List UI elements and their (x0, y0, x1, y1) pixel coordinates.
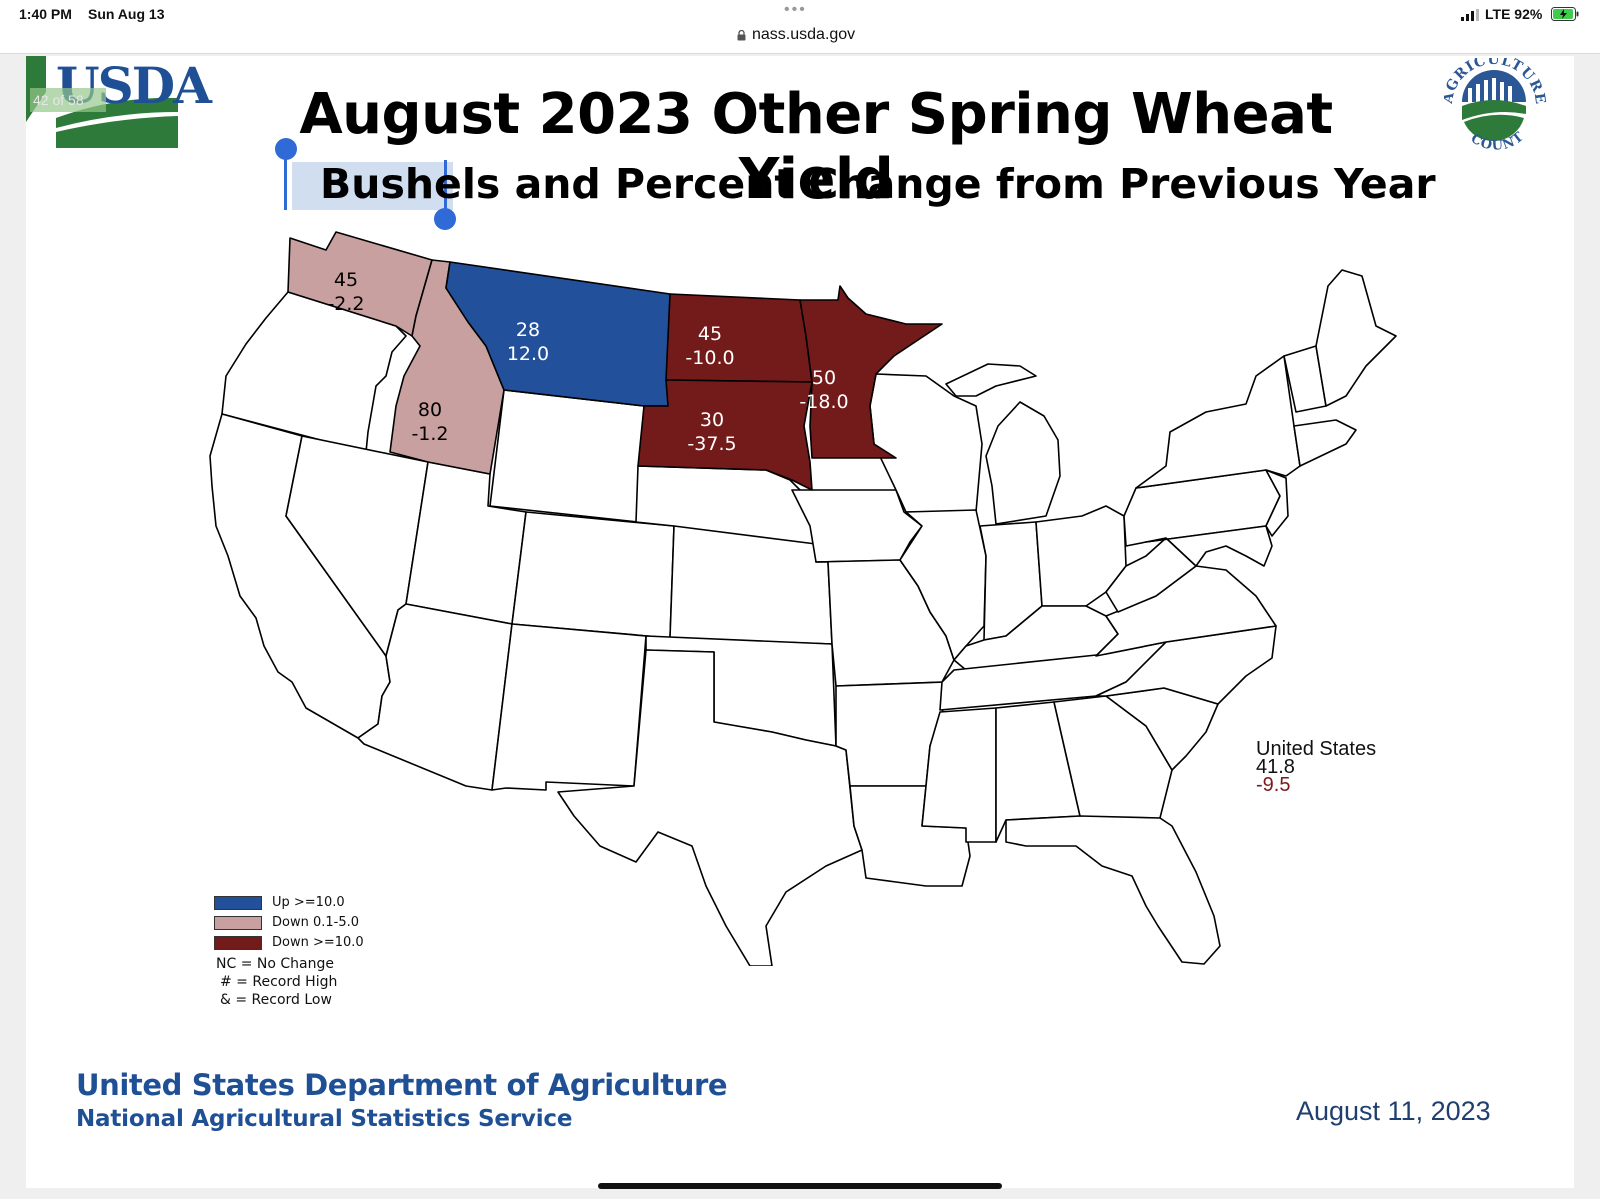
slide: USDA 42 of 58 AGRICULTURE COUNTS August … (26, 56, 1574, 1188)
map-legend: Up >=10.0 Down 0.1-5.0 Down >=10.0 NC = … (214, 894, 414, 1074)
address-bar-url[interactable]: nass.usda.gov (752, 26, 856, 43)
legend-swatch-down-large (214, 936, 262, 950)
state-kansas (669, 525, 833, 645)
state-change-idaho: -1.2 (411, 423, 449, 445)
subtitle-rest: and Percent Change from Previous Year (500, 160, 1436, 208)
state-florida (1005, 815, 1221, 965)
state-new-york (1135, 355, 1301, 489)
state-label-south-dakota: 30 -37.5 (682, 408, 742, 456)
page-indicator: 42 of 58 (30, 88, 106, 112)
state-michigan (945, 363, 1061, 525)
selection-end-caret (444, 160, 447, 212)
legend-note-no-change: NC = No Change (216, 956, 334, 972)
state-change-washington: -2.2 (327, 293, 365, 315)
state-south-dakota (637, 379, 813, 491)
state-yield-washington: 45 (333, 269, 359, 291)
state-yield-south-dakota: 30 (699, 409, 725, 431)
battery-charging-icon (1551, 7, 1579, 21)
status-bar: 1:40 PM Sun Aug 13 ••• nass.usda.gov LTE… (0, 0, 1600, 54)
status-date: Sun Aug 13 (88, 6, 165, 22)
state-maine (1315, 269, 1397, 407)
text-selection-highlight[interactable] (292, 162, 453, 210)
subtitle-selected-word[interactable]: Bushels (320, 160, 501, 208)
footer-organization: United States Department of Agriculture … (76, 1068, 728, 1132)
browser-menu-dots[interactable]: ••• (784, 1, 807, 18)
state-label-minnesota: 50 -18.0 (794, 366, 854, 414)
state-new-jersey (1265, 469, 1289, 537)
state-texas (557, 649, 863, 966)
signal-icon (1461, 9, 1479, 21)
state-oregon (221, 291, 407, 453)
agriculture-counts-logo: AGRICULTURE COUNTS (1444, 58, 1547, 154)
state-minnesota (799, 285, 943, 459)
state-maryland (1145, 525, 1273, 567)
legend-note-record-low: & = Record Low (220, 992, 332, 1008)
state-yield-north-dakota: 45 (697, 323, 723, 345)
slide-subtitle: Bushels and Percent Change from Previous… (286, 160, 1436, 208)
state-new-mexico (491, 623, 647, 791)
state-yield-montana: 28 (515, 319, 541, 341)
state-change-minnesota: -18.0 (799, 391, 849, 413)
legend-swatch-up (214, 896, 262, 910)
footer-date: August 11, 2023 (1296, 1096, 1491, 1126)
legend-label-down-large: Down >=10.0 (272, 935, 364, 950)
us-total-label: United States (1256, 738, 1377, 760)
footer-org-line2: National Agricultural Statistics Service (76, 1106, 573, 1132)
state-change-montana: 12.0 (506, 343, 550, 365)
state-yield-minnesota: 50 (811, 367, 837, 389)
state-label-washington: 45 -2.2 (322, 268, 370, 316)
state-label-montana: 28 12.0 (502, 318, 554, 366)
state-wyoming (489, 389, 645, 523)
state-yield-idaho: 80 (417, 399, 443, 421)
state-change-south-dakota: -37.5 (687, 433, 737, 455)
us-map (209, 231, 1397, 966)
us-total-change: -9.5 (1256, 774, 1291, 796)
legend-note-record-high: # = Record High (220, 974, 338, 990)
footer-org-line1: United States Department of Agriculture (76, 1068, 728, 1102)
state-colorado (511, 511, 675, 639)
us-total: United States 41.8 -9.5 (1256, 738, 1377, 796)
state-label-north-dakota: 45 -10.0 (682, 322, 738, 370)
status-time: 1:40 PM (19, 6, 72, 22)
selection-start-caret (284, 152, 287, 210)
network-status: LTE 92% (1485, 6, 1543, 22)
legend-label-down-small: Down 0.1-5.0 (272, 915, 360, 930)
selection-start-handle[interactable] (275, 138, 297, 160)
state-massachusetts-ct (1293, 419, 1357, 467)
state-label-idaho: 80 -1.2 (406, 398, 454, 446)
home-indicator[interactable] (598, 1183, 1002, 1189)
state-change-north-dakota: -10.0 (685, 347, 735, 369)
legend-label-up: Up >=10.0 (272, 895, 345, 910)
selection-end-handle[interactable] (434, 208, 456, 230)
slide-title: August 2023 Other Spring Wheat Yield (299, 82, 1333, 212)
us-total-yield: 41.8 (1256, 756, 1295, 778)
lock-icon (737, 30, 746, 41)
legend-swatch-down-small (214, 916, 262, 930)
